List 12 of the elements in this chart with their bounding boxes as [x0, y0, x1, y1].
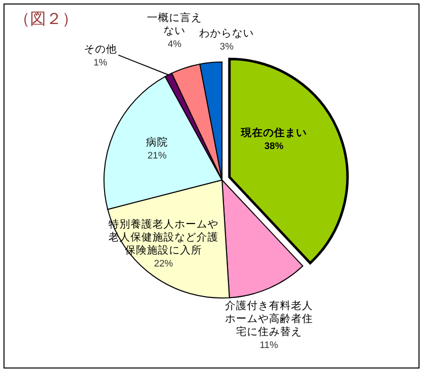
slice-label: その他 — [84, 44, 117, 56]
data-label: 22% — [154, 258, 174, 270]
chart-title: （図２） — [14, 11, 78, 28]
data-label: 3% — [220, 42, 234, 53]
data-label: 4% — [168, 39, 182, 50]
data-label: 1% — [94, 58, 108, 69]
slice-label: 病院 — [146, 135, 168, 148]
slice-label: 介護付き有料老人ホームや高齢者住宅に住み替え — [224, 298, 313, 338]
data-label: 11% — [260, 340, 279, 351]
data-label: 21% — [148, 150, 168, 162]
data-label: 38% — [264, 141, 284, 152]
slice-label: 現在の住まい — [240, 126, 307, 140]
